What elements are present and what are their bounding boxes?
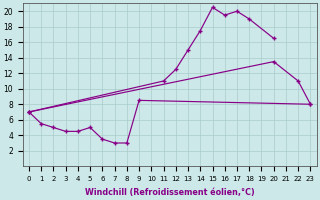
X-axis label: Windchill (Refroidissement éolien,°C): Windchill (Refroidissement éolien,°C) [85,188,254,197]
